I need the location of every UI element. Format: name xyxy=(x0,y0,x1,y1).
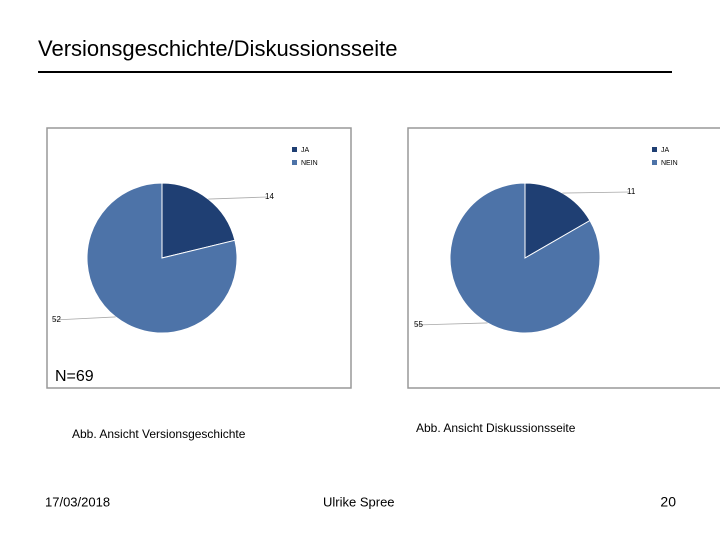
data-label: 52 xyxy=(52,315,61,324)
leader-line xyxy=(562,191,630,194)
caption: Abb. Ansicht Diskussionsseite xyxy=(416,421,576,435)
chart: 14 JA 52 NEIN N=69 xyxy=(46,127,352,389)
legend-swatch xyxy=(292,160,297,165)
legend-swatch xyxy=(292,147,297,152)
legend-label: NEIN xyxy=(301,160,318,167)
footer-date: 17/03/2018 xyxy=(45,494,110,509)
footer-author: Ulrike Spree xyxy=(323,494,395,509)
legend-label: NEIN xyxy=(661,160,678,167)
legend-swatch xyxy=(652,160,657,165)
data-label: 55 xyxy=(414,320,423,329)
leader-line xyxy=(53,316,116,321)
chart: 11 JA 55 NEIN xyxy=(407,127,720,389)
legend-label: JA xyxy=(661,147,670,154)
legend-swatch xyxy=(652,147,657,152)
caption: Abb. Ansicht Versionsgeschichte xyxy=(72,427,246,441)
leader-line xyxy=(208,196,268,200)
pie-slice xyxy=(449,182,601,334)
legend-label: JA xyxy=(301,147,310,154)
annotation: N=69 xyxy=(55,368,94,385)
data-label: 11 xyxy=(627,187,636,196)
slide-title: Versionsgeschichte/Diskussionsseite xyxy=(38,36,398,61)
leader-line xyxy=(415,322,488,326)
pie-slice xyxy=(86,182,238,334)
data-label: 14 xyxy=(265,192,274,201)
pie-slice xyxy=(524,182,591,259)
footer-page: 20 xyxy=(660,494,676,510)
